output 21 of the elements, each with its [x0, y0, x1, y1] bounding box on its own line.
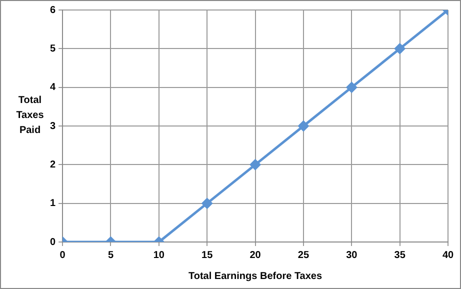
y-tick-label: 4	[50, 82, 56, 94]
x-tick-label: 15	[202, 250, 214, 261]
x-tick-label: 5	[108, 250, 114, 261]
point	[298, 120, 309, 132]
point	[346, 82, 357, 93]
y-tick-label: 1	[50, 198, 56, 210]
y-tick-label: 2	[50, 159, 56, 170]
x-tick-label: 35	[394, 250, 406, 261]
x-axis-title: Total Earnings Before Taxes	[188, 270, 322, 282]
x-tick-label: 20	[250, 250, 262, 261]
y-tick-label: 0	[50, 236, 56, 248]
y-tick-label: 5	[50, 43, 56, 54]
y-tick-label: 6	[50, 4, 56, 16]
point	[250, 159, 261, 170]
y-tick-label: 3	[50, 120, 56, 132]
x-tick-label: 40	[442, 250, 454, 261]
x-tick-label: 25	[298, 250, 310, 261]
x-tick-label: 10	[153, 250, 165, 261]
y-axis-title: Total Taxes Paid	[15, 94, 45, 138]
x-tick-label: 30	[346, 250, 358, 261]
x-tick-label: 0	[60, 250, 66, 261]
